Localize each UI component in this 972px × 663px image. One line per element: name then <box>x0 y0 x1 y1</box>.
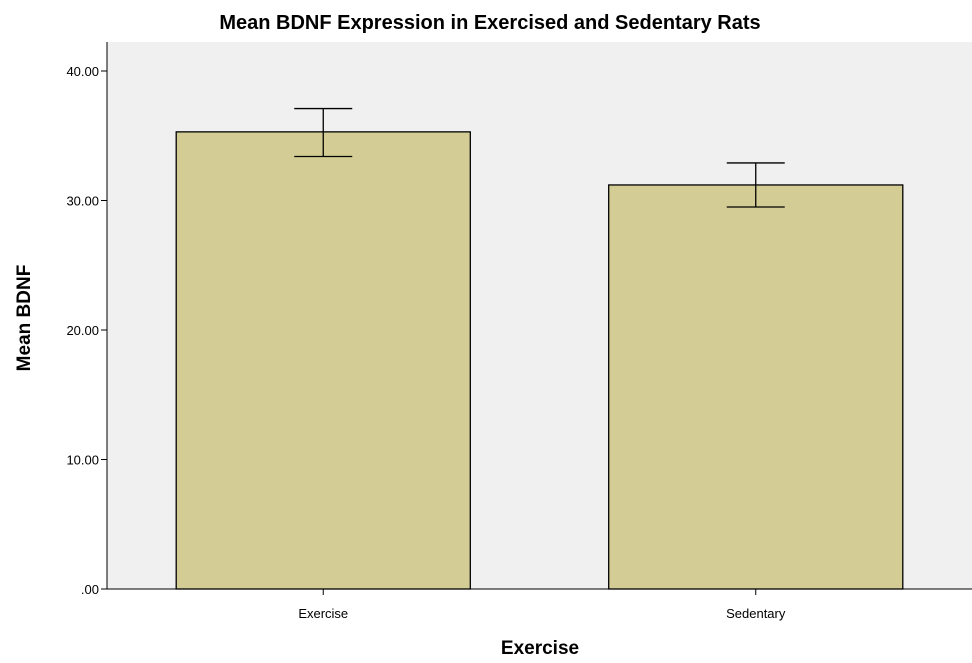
x-axis-ticks: Exercise Sedentary <box>298 589 786 621</box>
bar-exercise <box>175 131 471 590</box>
y-axis-ticks: .00 10.00 20.00 30.00 40.00 <box>66 64 107 597</box>
y-tick-label: .00 <box>81 582 99 597</box>
x-tick-label: Sedentary <box>726 606 786 621</box>
error-bars <box>294 107 785 208</box>
y-tick-label: 10.00 <box>66 453 99 468</box>
y-tick-label: 30.00 <box>66 194 99 209</box>
x-axis-label: Exercise <box>501 638 579 659</box>
bars <box>175 131 904 590</box>
y-tick-label: 40.00 <box>66 64 99 79</box>
y-tick-label: 20.00 <box>66 323 99 338</box>
x-tick-label: Exercise <box>298 606 348 621</box>
chart-title: Mean BDNF Expression in Exercised and Se… <box>219 12 760 34</box>
y-axis-label: Mean BDNF <box>14 265 35 372</box>
bar-sedentary <box>608 184 904 590</box>
